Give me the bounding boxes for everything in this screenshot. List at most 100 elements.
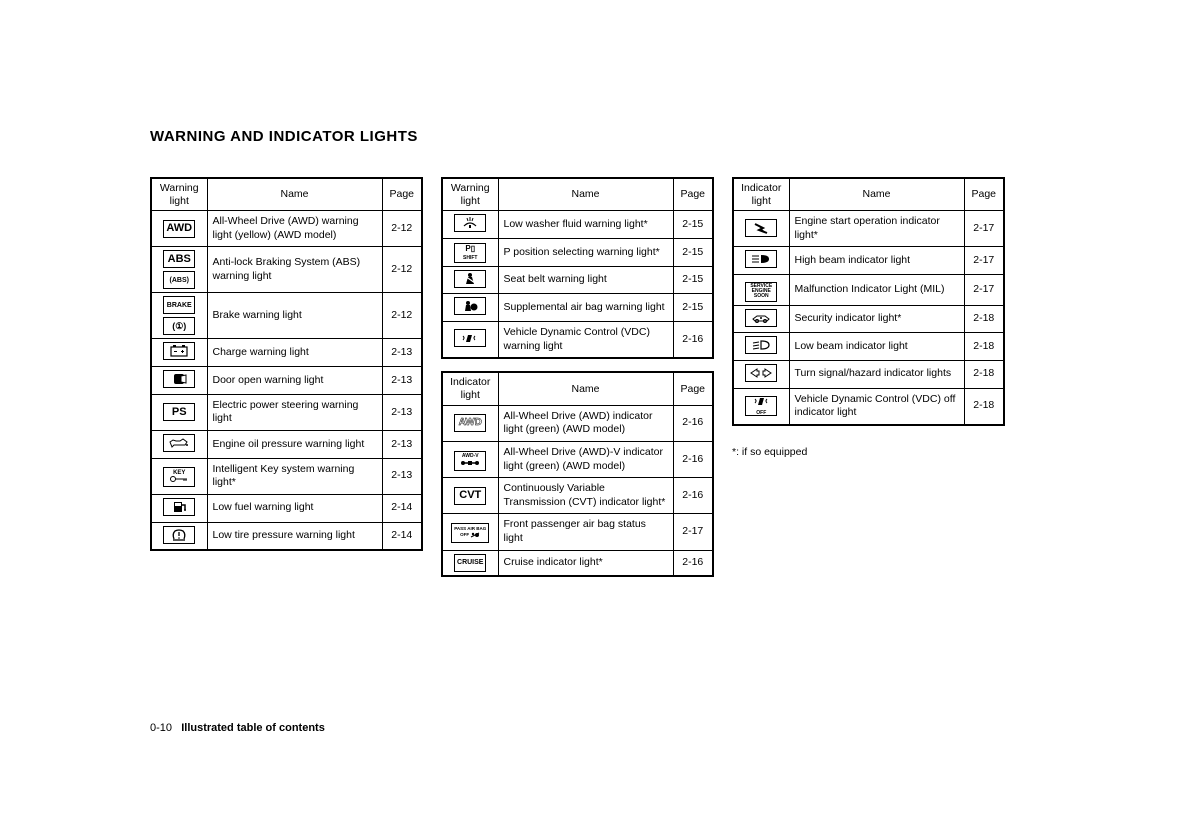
icon-cell — [151, 522, 207, 550]
pshift-icon: P▯SHIFT — [454, 243, 486, 263]
table-row: Security indicator light* 2-18 — [733, 305, 1004, 333]
page-cell: 2-16 — [673, 322, 713, 359]
page-cell: 2-15 — [673, 294, 713, 322]
icon-cell: AWD-V — [442, 441, 498, 477]
icon-cell — [442, 211, 498, 239]
name-cell: Continuously Variable Transmission (CVT)… — [498, 478, 673, 514]
icon-cell: ABS (ABS) — [151, 247, 207, 293]
page-cell: 2-15 — [673, 211, 713, 239]
table-row: AWD-V All-Wheel Drive (AWD)-V indicator … — [442, 441, 713, 477]
header-indicator: Indicator light — [442, 372, 498, 405]
icon-cell — [151, 431, 207, 459]
icon-cell — [442, 294, 498, 322]
header-name: Name — [498, 372, 673, 405]
tire-icon — [163, 526, 195, 544]
name-cell: Brake warning light — [207, 293, 382, 339]
table-row: ABS(ABS) Anti-lock Braking System (ABS) … — [151, 247, 422, 293]
door-icon — [163, 370, 195, 388]
icon-cell — [733, 333, 789, 361]
table-row: Engine start operation indicator light* … — [733, 211, 1004, 247]
table-row: PS Electric power steering warning light… — [151, 394, 422, 430]
abs-icon: (ABS) — [163, 271, 195, 289]
header-warning: Warning light — [151, 178, 207, 211]
name-cell: Door open warning light — [207, 367, 382, 395]
icon-cell — [151, 494, 207, 522]
icon-cell: AWD — [442, 405, 498, 441]
page-cell: 2-15 — [673, 266, 713, 294]
table-row: AWD All-Wheel Drive (AWD) warning light … — [151, 211, 422, 247]
page-cell: 2-17 — [964, 247, 1004, 275]
icon-cell: SERVICEENGINESOON — [733, 275, 789, 306]
vdc-icon — [454, 329, 486, 347]
icon-cell: BRAKE(①) — [151, 293, 207, 339]
table-row: KEY Intelligent Key system warning light… — [151, 458, 422, 494]
table-row: SERVICEENGINESOON Malfunction Indicator … — [733, 275, 1004, 306]
name-cell: All-Wheel Drive (AWD) warning light (yel… — [207, 211, 382, 247]
name-cell: Low tire pressure warning light — [207, 522, 382, 550]
page-cell: 2-16 — [673, 405, 713, 441]
icon-cell — [733, 247, 789, 275]
icon-cell — [733, 211, 789, 247]
name-cell: Supplemental air bag warning light — [498, 294, 673, 322]
security-icon — [745, 309, 777, 327]
table-row: CVT Continuously Variable Transmission (… — [442, 478, 713, 514]
name-cell: High beam indicator light — [789, 247, 964, 275]
table-row: Seat belt warning light 2-15 — [442, 266, 713, 294]
page-cell: 2-16 — [673, 441, 713, 477]
table-row: P▯SHIFT P position selecting warning lig… — [442, 238, 713, 266]
table-row: Vehicle Dynamic Control (VDC) warning li… — [442, 322, 713, 359]
icon-cell: P▯SHIFT — [442, 238, 498, 266]
table-row: Low tire pressure warning light 2-14 — [151, 522, 422, 550]
name-cell: Vehicle Dynamic Control (VDC) warning li… — [498, 322, 673, 359]
table-row: AWD All-Wheel Drive (AWD) indicator ligh… — [442, 405, 713, 441]
awdv-icon: AWD-V — [454, 451, 486, 471]
name-cell: Charge warning light — [207, 339, 382, 367]
lowbeam-icon — [745, 336, 777, 354]
page-title: WARNING AND INDICATOR LIGHTS — [150, 128, 1050, 145]
name-cell: Security indicator light* — [789, 305, 964, 333]
text-icon: PS — [163, 403, 195, 421]
name-cell: P position selecting warning light* — [498, 238, 673, 266]
page-cell: 2-14 — [382, 494, 422, 522]
table-row: Turn signal/hazard indicator lights 2-18 — [733, 360, 1004, 388]
page-cell: 2-12 — [382, 247, 422, 293]
header-page: Page — [382, 178, 422, 211]
name-cell: Malfunction Indicator Light (MIL) — [789, 275, 964, 306]
header-name: Name — [207, 178, 382, 211]
text-icon: CVT — [454, 487, 486, 505]
name-cell: Vehicle Dynamic Control (VDC) off indica… — [789, 388, 964, 425]
icon-cell — [442, 322, 498, 359]
name-cell: Electric power steering warning light — [207, 394, 382, 430]
indicator-table-2: Indicator light Name Page Engine start o… — [732, 177, 1005, 426]
vdcoff-icon: OFF — [745, 396, 777, 416]
name-cell: Turn signal/hazard indicator lights — [789, 360, 964, 388]
fuel-icon — [163, 498, 195, 516]
abs-icon: ABS — [163, 250, 195, 268]
icon-cell: AWD — [151, 211, 207, 247]
icon-cell: CRUISE — [442, 550, 498, 576]
page-cell: 2-12 — [382, 211, 422, 247]
table-row: BRAKE(①) Brake warning light 2-12 — [151, 293, 422, 339]
name-cell: All-Wheel Drive (AWD)-V indicator light … — [498, 441, 673, 477]
name-cell: Low fuel warning light — [207, 494, 382, 522]
header-page: Page — [964, 178, 1004, 211]
page-cell: 2-18 — [964, 388, 1004, 425]
icon-cell — [442, 266, 498, 294]
table-row: Supplemental air bag warning light 2-15 — [442, 294, 713, 322]
header-name: Name — [498, 178, 673, 211]
table-row: High beam indicator light 2-17 — [733, 247, 1004, 275]
page-cell: 2-13 — [382, 431, 422, 459]
table-row: CRUISE Cruise indicator light* 2-16 — [442, 550, 713, 576]
name-cell: Low beam indicator light — [789, 333, 964, 361]
page-cell: 2-16 — [673, 478, 713, 514]
name-cell: Engine start operation indicator light* — [789, 211, 964, 247]
brake-icon: (①) — [163, 317, 195, 335]
page-cell: 2-15 — [673, 238, 713, 266]
page-cell: 2-16 — [673, 550, 713, 576]
name-cell: Cruise indicator light* — [498, 550, 673, 576]
page-cell: 2-18 — [964, 333, 1004, 361]
name-cell: Intelligent Key system warning light* — [207, 458, 382, 494]
table-row: PASS AIR BAGOFF Front passenger air bag … — [442, 514, 713, 550]
mil-icon: SERVICEENGINESOON — [745, 282, 777, 302]
text-hollow-icon: AWD — [454, 414, 486, 432]
